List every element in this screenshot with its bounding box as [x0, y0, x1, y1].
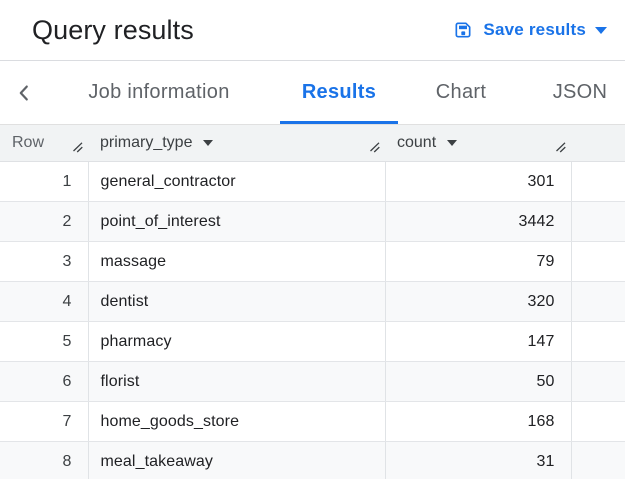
primary-type-cell: massage: [88, 241, 386, 282]
primary-type-cell: general_contractor: [88, 161, 386, 202]
row-number-cell: 8: [0, 441, 89, 479]
caret-down-icon[interactable]: [447, 140, 458, 146]
tab-results[interactable]: Results: [280, 61, 398, 124]
column-resize-icon[interactable]: [71, 141, 84, 159]
filler-cell: [571, 241, 625, 282]
column-label: count: [397, 134, 437, 151]
primary-type-cell: pharmacy: [88, 321, 386, 362]
filler-cell: [571, 281, 625, 322]
primary-type-cell: meal_takeaway: [88, 441, 386, 479]
table-row: 3 massage 79: [0, 241, 625, 282]
row-number-cell: 2: [0, 201, 89, 242]
caret-down-icon[interactable]: [203, 140, 214, 146]
row-number-cell: 6: [0, 361, 89, 402]
count-cell: 79: [385, 241, 572, 282]
count-cell: 301: [385, 161, 572, 202]
filler-cell: [571, 321, 625, 362]
filler-cell: [571, 401, 625, 442]
row-number-cell: 7: [0, 401, 89, 442]
row-number-cell: 4: [0, 281, 89, 322]
filler-cell: [571, 441, 625, 479]
save-results-button[interactable]: Save results: [453, 20, 607, 40]
primary-type-cell: point_of_interest: [88, 201, 386, 242]
table-row: 6 florist 50: [0, 361, 625, 402]
primary-type-cell: florist: [88, 361, 386, 402]
tab-json[interactable]: JSON: [537, 61, 623, 124]
query-results-header: Query results Save results: [0, 0, 625, 61]
results-table-body: 1 general_contractor 301 2 point_of_interest…: [0, 161, 625, 479]
row-number-cell: 1: [0, 161, 89, 202]
chevron-left-icon[interactable]: [10, 61, 38, 124]
results-table: Row primary_type: [0, 124, 625, 479]
count-cell: 31: [385, 441, 572, 479]
filler-cell: [571, 201, 625, 242]
table-row: 5 pharmacy 147: [0, 321, 625, 362]
table-row: 2 point_of_interest 3442: [0, 201, 625, 242]
table-row: 4 dentist 320: [0, 281, 625, 322]
filler-cell: [571, 161, 625, 202]
column-header-filler: [571, 124, 625, 162]
column-label: primary_type: [100, 134, 193, 151]
filler-cell: [571, 361, 625, 402]
tab-job-information[interactable]: Job information: [59, 61, 259, 124]
primary-type-cell: home_goods_store: [88, 401, 386, 442]
column-resize-icon[interactable]: [368, 141, 381, 159]
column-label: Row: [12, 134, 45, 151]
count-cell: 168: [385, 401, 572, 442]
count-cell: 3442: [385, 201, 572, 242]
save-results-label: Save results: [483, 20, 586, 39]
count-cell: 50: [385, 361, 572, 402]
save-icon: [453, 20, 483, 40]
table-row: 8 meal_takeaway 31: [0, 441, 625, 479]
results-tab-bar: Job information Results Chart JSON: [0, 61, 625, 124]
column-resize-icon[interactable]: [554, 141, 567, 159]
table-row: 7 home_goods_store 168: [0, 401, 625, 442]
caret-down-icon: [595, 26, 607, 34]
primary-type-cell: dentist: [88, 281, 386, 322]
page-title: Query results: [32, 14, 194, 45]
column-header-primary-type[interactable]: primary_type: [88, 124, 385, 162]
column-header-count[interactable]: count: [385, 124, 571, 162]
row-number-cell: 3: [0, 241, 89, 282]
tab-chart[interactable]: Chart: [416, 61, 506, 124]
table-header-row: Row primary_type: [0, 124, 625, 162]
row-number-cell: 5: [0, 321, 89, 362]
column-header-row[interactable]: Row: [0, 124, 88, 162]
table-row: 1 general_contractor 301: [0, 161, 625, 202]
count-cell: 320: [385, 281, 572, 322]
count-cell: 147: [385, 321, 572, 362]
